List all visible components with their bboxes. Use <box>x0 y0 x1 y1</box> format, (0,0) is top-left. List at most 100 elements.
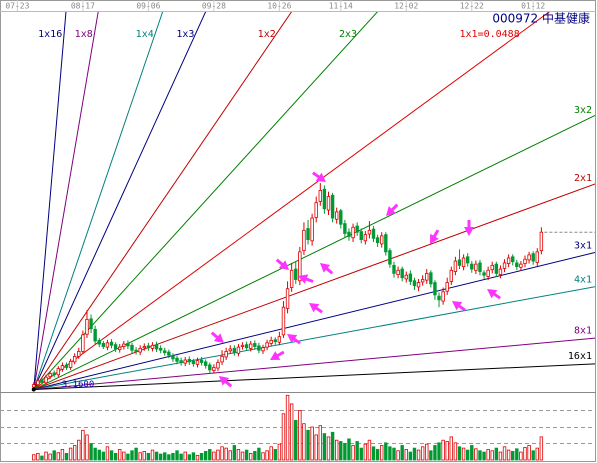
chart-title: 000972 中基健康 <box>492 11 590 26</box>
volume-bar <box>216 449 220 461</box>
candle-body <box>506 257 511 264</box>
volume-bar <box>134 447 138 461</box>
candle-body <box>502 262 507 269</box>
x-tick-label: 12-02 <box>394 2 418 11</box>
candle-body <box>236 346 241 354</box>
candle-body <box>294 268 298 280</box>
candle-body <box>449 269 454 282</box>
candle-body <box>531 253 535 262</box>
candle-body <box>388 250 392 265</box>
candle-body <box>89 318 93 330</box>
volume-bar <box>433 445 437 461</box>
volume-bar <box>56 452 61 461</box>
volume-bar <box>388 446 392 461</box>
candle-body <box>453 260 458 272</box>
candle-body <box>249 343 253 349</box>
volume-bar <box>470 445 474 461</box>
candle-body <box>494 263 499 274</box>
volume-bar <box>105 446 110 461</box>
fan-label: 1x8 <box>75 29 93 40</box>
candle-body <box>113 344 118 350</box>
candle-body <box>330 194 335 219</box>
candle-body <box>167 351 171 356</box>
volume-bar <box>363 443 368 461</box>
candle-body <box>93 328 97 342</box>
volume-bar <box>441 439 445 461</box>
candle-body <box>265 342 269 348</box>
candle-body <box>326 196 331 211</box>
candle-body <box>302 229 306 252</box>
candle-body <box>285 288 290 309</box>
x-tick-label: 12-22 <box>460 2 484 11</box>
volume-bar <box>531 450 535 461</box>
candle-body <box>232 347 237 354</box>
candle-body <box>433 282 437 296</box>
volume-bar <box>437 442 441 461</box>
volume-bar <box>101 451 106 461</box>
candle-body <box>261 347 265 352</box>
volume-bar <box>408 451 413 461</box>
candle-body <box>253 343 257 347</box>
volume-bar <box>224 447 228 461</box>
volume-bar <box>355 441 359 461</box>
candle-body <box>400 268 404 279</box>
volume-bar <box>380 445 384 461</box>
fan-label: 16x1 <box>568 351 592 362</box>
candle-body <box>277 336 282 343</box>
candle-body <box>404 274 408 280</box>
candle-body <box>396 269 400 276</box>
candle-body <box>64 364 69 368</box>
volume-bars <box>32 394 544 461</box>
volume-bar <box>502 446 507 461</box>
volume-bar <box>48 453 52 461</box>
candle-body <box>142 346 146 349</box>
candle-body <box>412 280 417 287</box>
volume-bar <box>527 445 531 461</box>
volume-bar <box>154 451 159 461</box>
volume-bar <box>77 439 81 461</box>
volume-bar <box>195 454 200 461</box>
fan-line <box>33 12 292 390</box>
candle-body <box>101 343 106 347</box>
volume-bar <box>179 453 183 461</box>
volume-bar <box>236 449 241 461</box>
fan-label: 2x1 <box>574 173 592 184</box>
candle-body <box>85 319 89 335</box>
volume-bar <box>494 447 499 461</box>
volume-bar <box>511 451 515 461</box>
volume-bar <box>130 450 134 461</box>
volume-bar <box>118 449 122 461</box>
candle-body <box>109 341 114 346</box>
volume-bar <box>449 436 454 461</box>
candle-body <box>392 264 396 274</box>
candle-body <box>322 188 327 210</box>
fan-line <box>33 363 595 391</box>
volume-bar <box>339 441 343 461</box>
candle-body <box>535 251 539 263</box>
candle-body <box>416 282 421 288</box>
volume-bar <box>330 431 335 461</box>
volume-bar <box>310 426 314 461</box>
fan-line <box>33 286 595 391</box>
fan-line <box>33 12 207 390</box>
candle-body <box>367 229 372 235</box>
candle-body <box>269 339 273 344</box>
candle-body <box>457 259 462 266</box>
candle-body <box>257 345 261 351</box>
volume-bar <box>273 449 277 461</box>
volume-bar <box>347 438 351 461</box>
volume-bar <box>416 449 421 461</box>
volume-bar <box>515 448 519 461</box>
volume-bar <box>396 450 400 461</box>
volume-bar <box>404 449 408 461</box>
fan-line <box>33 12 164 390</box>
fan-label: 3x1 <box>574 241 592 252</box>
volume-bar <box>359 447 363 461</box>
volume-bar <box>412 447 417 461</box>
candle-body <box>515 262 519 268</box>
candle-body <box>179 360 183 363</box>
candle-body <box>490 264 494 271</box>
labels: 07-23 08-17 09-06 09-28 10-26 11-14 12-02 12-22… <box>5 0 595 392</box>
candle-body <box>175 357 179 362</box>
